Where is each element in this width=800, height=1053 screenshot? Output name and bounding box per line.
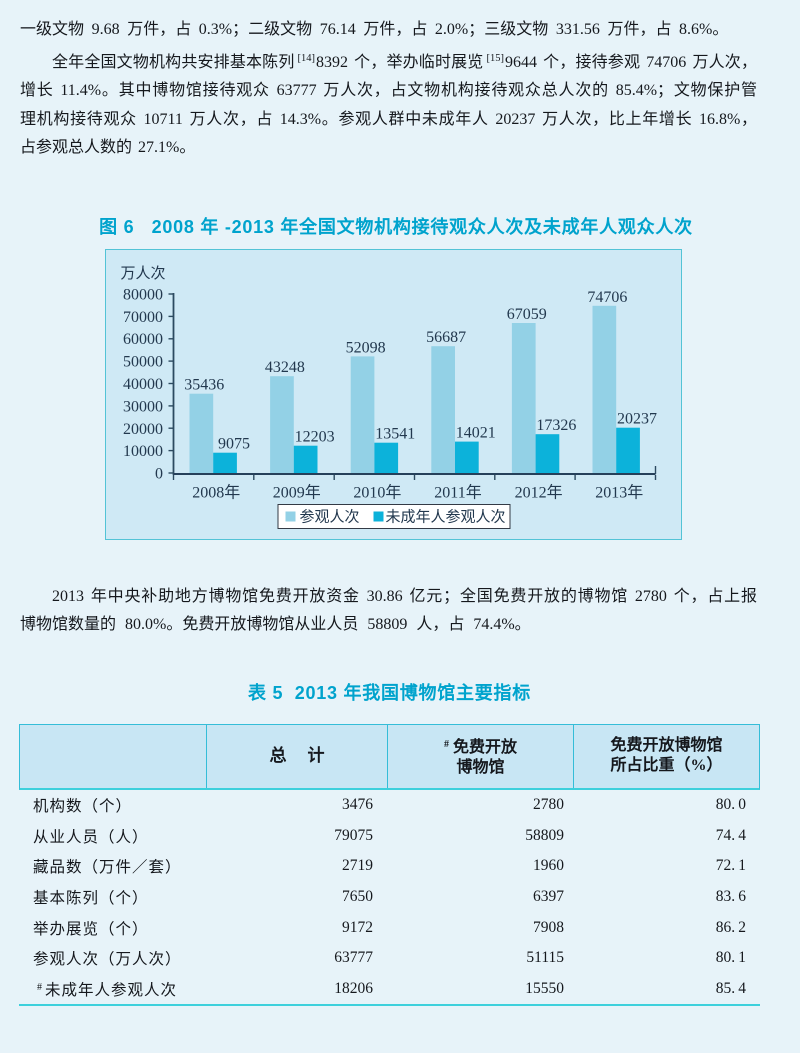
svg-text:80000: 80000 xyxy=(123,287,163,304)
svg-text:未成年人参观人次: 未成年人参观人次 xyxy=(386,509,506,526)
svg-text:9075: 9075 xyxy=(218,436,250,453)
svg-text:70000: 70000 xyxy=(123,309,163,326)
svg-text:12203: 12203 xyxy=(295,429,335,446)
svg-text:2008年: 2008年 xyxy=(192,484,240,502)
svg-text:56687: 56687 xyxy=(426,329,466,346)
svg-text:2011年: 2011年 xyxy=(434,484,481,502)
svg-text:60000: 60000 xyxy=(123,331,163,348)
svg-text:52098: 52098 xyxy=(346,339,386,356)
svg-text:2012年: 2012年 xyxy=(515,484,563,502)
svg-text:0: 0 xyxy=(155,466,163,483)
svg-text:74706: 74706 xyxy=(587,289,627,306)
svg-text:10000: 10000 xyxy=(123,443,163,460)
svg-text:13541: 13541 xyxy=(375,426,415,443)
svg-text:2010年: 2010年 xyxy=(353,484,401,502)
svg-text:40000: 40000 xyxy=(123,376,163,393)
svg-text:2013年: 2013年 xyxy=(595,484,643,502)
svg-text:14021: 14021 xyxy=(456,425,496,442)
svg-text:2009年: 2009年 xyxy=(273,484,321,502)
svg-text:67059: 67059 xyxy=(507,306,547,323)
svg-text:17326: 17326 xyxy=(536,417,576,434)
svg-text:20000: 20000 xyxy=(123,421,163,438)
svg-text:35436: 35436 xyxy=(184,377,224,394)
svg-text:50000: 50000 xyxy=(123,354,163,371)
svg-text:20237: 20237 xyxy=(617,411,657,428)
svg-text:参观人次: 参观人次 xyxy=(300,509,360,526)
svg-text:万人次: 万人次 xyxy=(121,265,166,282)
svg-text:43248: 43248 xyxy=(265,359,305,376)
svg-text:30000: 30000 xyxy=(123,398,163,415)
